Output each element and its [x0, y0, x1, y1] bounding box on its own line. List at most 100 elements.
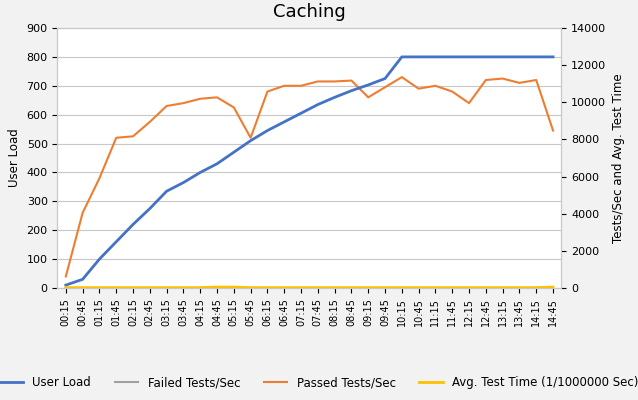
Failed Tests/Sec [263, 286, 271, 290]
Title: Caching: Caching [273, 3, 346, 21]
Avg. Test Time (1/1000000 Sec) [180, 285, 188, 290]
Failed Tests/Sec [549, 286, 557, 290]
Failed Tests/Sec [213, 286, 221, 290]
User Load [398, 54, 406, 59]
User Load [532, 54, 540, 59]
Failed Tests/Sec [247, 286, 255, 290]
Passed Tests/Sec [146, 120, 154, 124]
Passed Tests/Sec [163, 104, 170, 108]
Avg. Test Time (1/1000000 Sec) [331, 285, 339, 290]
User Load [297, 111, 305, 116]
User Load [247, 138, 255, 143]
Passed Tests/Sec [382, 85, 389, 90]
User Load [432, 54, 440, 59]
Passed Tests/Sec [78, 210, 86, 215]
User Load [382, 76, 389, 81]
Avg. Test Time (1/1000000 Sec) [499, 285, 507, 290]
Avg. Test Time (1/1000000 Sec) [280, 285, 288, 290]
Avg. Test Time (1/1000000 Sec) [465, 285, 473, 290]
Passed Tests/Sec [364, 95, 372, 100]
Failed Tests/Sec [415, 286, 422, 290]
Failed Tests/Sec [163, 286, 170, 290]
Failed Tests/Sec [465, 286, 473, 290]
User Load [78, 277, 86, 282]
Failed Tests/Sec [532, 286, 540, 290]
User Load [213, 161, 221, 166]
Failed Tests/Sec [482, 286, 490, 290]
Avg. Test Time (1/1000000 Sec) [129, 285, 137, 290]
Avg. Test Time (1/1000000 Sec) [398, 285, 406, 290]
User Load [516, 54, 523, 59]
Failed Tests/Sec [382, 286, 389, 290]
Passed Tests/Sec [532, 78, 540, 82]
Passed Tests/Sec [499, 76, 507, 81]
Avg. Test Time (1/1000000 Sec) [482, 285, 490, 290]
Passed Tests/Sec [180, 101, 188, 106]
Avg. Test Time (1/1000000 Sec) [432, 285, 440, 290]
Passed Tests/Sec [213, 95, 221, 100]
Avg. Test Time (1/1000000 Sec) [96, 285, 103, 290]
User Load [263, 128, 271, 133]
Legend: User Load, Failed Tests/Sec, Passed Tests/Sec, Avg. Test Time (1/1000000 Sec): User Load, Failed Tests/Sec, Passed Test… [0, 372, 638, 394]
Avg. Test Time (1/1000000 Sec) [314, 285, 322, 290]
User Load [465, 54, 473, 59]
User Load [499, 54, 507, 59]
Failed Tests/Sec [398, 286, 406, 290]
Passed Tests/Sec [482, 78, 490, 82]
Avg. Test Time (1/1000000 Sec) [146, 285, 154, 290]
Passed Tests/Sec [398, 75, 406, 80]
Failed Tests/Sec [180, 286, 188, 290]
User Load [415, 54, 422, 59]
User Load [348, 88, 355, 93]
Passed Tests/Sec [432, 83, 440, 88]
User Load [129, 222, 137, 227]
Passed Tests/Sec [465, 101, 473, 106]
Failed Tests/Sec [297, 286, 305, 290]
Avg. Test Time (1/1000000 Sec) [230, 285, 237, 290]
Y-axis label: Tests/Sec and Avg. Test Time: Tests/Sec and Avg. Test Time [612, 73, 625, 243]
User Load [364, 82, 372, 87]
Passed Tests/Sec [263, 89, 271, 94]
Passed Tests/Sec [415, 86, 422, 91]
Failed Tests/Sec [348, 286, 355, 290]
Passed Tests/Sec [549, 128, 557, 133]
Line: User Load: User Load [66, 57, 553, 285]
Line: Avg. Test Time (1/1000000 Sec): Avg. Test Time (1/1000000 Sec) [66, 287, 553, 288]
Avg. Test Time (1/1000000 Sec) [263, 285, 271, 290]
Failed Tests/Sec [96, 286, 103, 290]
User Load [197, 170, 204, 175]
Passed Tests/Sec [129, 134, 137, 139]
Avg. Test Time (1/1000000 Sec) [364, 285, 372, 290]
Avg. Test Time (1/1000000 Sec) [415, 285, 422, 290]
Failed Tests/Sec [112, 286, 120, 290]
User Load [482, 54, 490, 59]
Passed Tests/Sec [297, 83, 305, 88]
Failed Tests/Sec [432, 286, 440, 290]
Failed Tests/Sec [230, 286, 237, 290]
User Load [163, 189, 170, 194]
User Load [146, 206, 154, 211]
Passed Tests/Sec [197, 96, 204, 101]
Avg. Test Time (1/1000000 Sec) [532, 285, 540, 290]
Avg. Test Time (1/1000000 Sec) [297, 285, 305, 290]
Failed Tests/Sec [449, 286, 456, 290]
Passed Tests/Sec [230, 105, 237, 110]
Y-axis label: User Load: User Load [8, 129, 21, 187]
User Load [314, 102, 322, 107]
Avg. Test Time (1/1000000 Sec) [163, 285, 170, 290]
User Load [280, 120, 288, 124]
Passed Tests/Sec [348, 78, 355, 83]
Failed Tests/Sec [146, 286, 154, 290]
Passed Tests/Sec [96, 176, 103, 181]
Line: Passed Tests/Sec: Passed Tests/Sec [66, 77, 553, 276]
User Load [112, 239, 120, 244]
Avg. Test Time (1/1000000 Sec) [516, 285, 523, 290]
User Load [230, 150, 237, 155]
Passed Tests/Sec [449, 89, 456, 94]
Failed Tests/Sec [516, 286, 523, 290]
Avg. Test Time (1/1000000 Sec) [449, 285, 456, 290]
User Load [62, 283, 70, 288]
Failed Tests/Sec [197, 286, 204, 290]
Passed Tests/Sec [331, 79, 339, 84]
Avg. Test Time (1/1000000 Sec) [348, 285, 355, 290]
